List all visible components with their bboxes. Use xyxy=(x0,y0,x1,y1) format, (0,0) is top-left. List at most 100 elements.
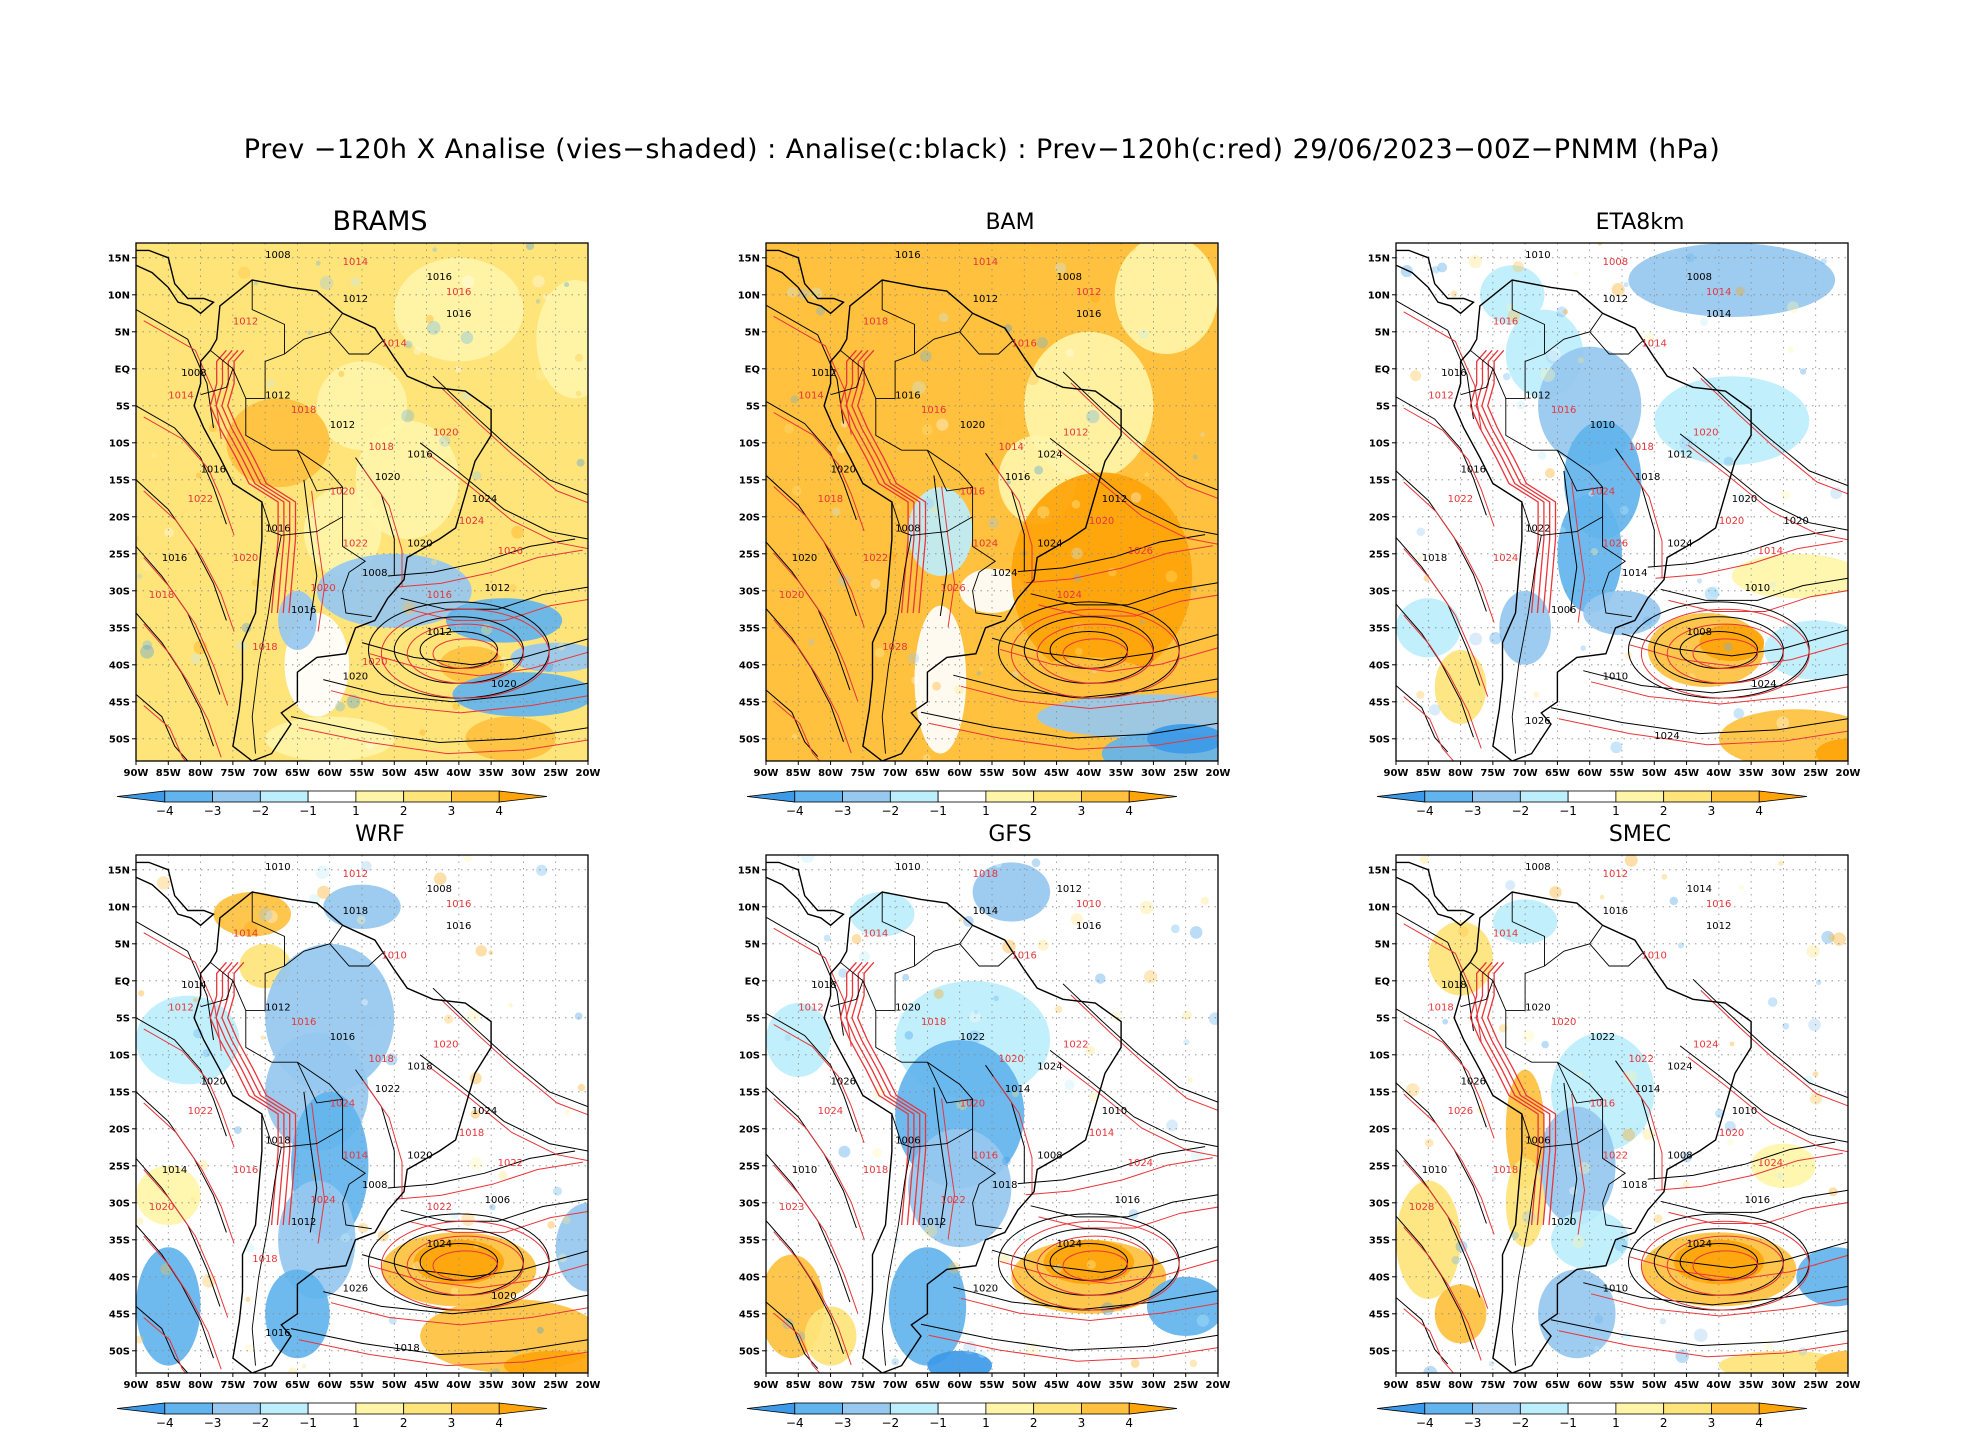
analysis-isobar xyxy=(1647,1141,1836,1180)
bias-speckle xyxy=(1489,631,1502,645)
bias-speckle xyxy=(1175,962,1183,971)
map-field: 1016 1008 1012 1016 1012 1016 1020 1024 1020 1016… xyxy=(766,243,1218,761)
bias-speckle xyxy=(258,907,273,922)
lat-tick-label: 10N xyxy=(1368,902,1390,913)
country-border xyxy=(210,349,247,399)
isobar-label-analysis: 1020 xyxy=(1783,516,1808,527)
isobar-label-analysis: 1010 xyxy=(895,862,920,873)
lat-tick-label: EQ xyxy=(115,364,130,375)
isobar-label-forecast: 1016 xyxy=(1493,316,1518,327)
coastline-central-america xyxy=(136,249,215,315)
bias-speckle xyxy=(1417,556,1423,562)
bias-speckle xyxy=(1723,456,1734,467)
bias-speckle xyxy=(1037,506,1050,519)
colorbar-tick-label: −3 xyxy=(1464,804,1482,818)
forecast-isobar xyxy=(298,727,588,755)
bias-speckle xyxy=(253,576,266,589)
colorbar-segment xyxy=(937,790,987,803)
country-border xyxy=(1470,961,1507,1011)
bias-speckle xyxy=(1624,855,1638,867)
bias-speckle xyxy=(1455,1240,1468,1253)
bias-speckle xyxy=(1196,1314,1210,1327)
colorbar-segment xyxy=(937,1402,987,1415)
isobar-label-forecast: 1014 xyxy=(798,390,823,401)
forecast-isobar xyxy=(1487,349,1557,614)
bias-speckle xyxy=(994,860,1002,868)
bias-speckle xyxy=(1071,547,1083,560)
colorbar-arrow-low xyxy=(746,790,796,803)
forecast-isobar xyxy=(1558,718,1848,746)
colorbar-tick-label: 2 xyxy=(1030,804,1038,818)
lat-tick-label: 20S xyxy=(739,1124,760,1135)
bias-speckle xyxy=(838,1145,851,1158)
lat-tick-label: 10S xyxy=(1369,1050,1390,1061)
bias-speckle xyxy=(553,1186,562,1196)
forecast-isobar xyxy=(1403,1308,1455,1373)
analysis-isobar xyxy=(419,1054,588,1152)
bias-speckle xyxy=(1562,309,1569,315)
isobar-label-analysis: 1024 xyxy=(992,568,1017,579)
bias-speckle xyxy=(443,1309,456,1323)
bias-speckle xyxy=(979,666,984,672)
lat-tick-label: 10N xyxy=(1368,290,1390,301)
bias-speckle xyxy=(443,457,452,466)
bias-speckle xyxy=(1682,1180,1690,1188)
colorbar-arrow-high xyxy=(1128,790,1178,803)
country-border xyxy=(840,349,877,399)
bias-speckle xyxy=(426,320,441,335)
isobar-label-analysis: 1016 xyxy=(162,553,187,564)
isobar-label-forecast: 1020 xyxy=(998,1054,1023,1065)
forecast-isobar xyxy=(1038,1206,1218,1229)
lon-tick-label: 20W xyxy=(1836,1380,1861,1391)
bias-speckle xyxy=(1809,1092,1823,1105)
isobar-label-forecast: 1024 xyxy=(459,516,484,527)
lat-tick-label: 5S xyxy=(116,1013,130,1024)
bias-region xyxy=(1538,1106,1616,1225)
bias-speckle xyxy=(136,573,143,579)
bias-speckle xyxy=(1677,942,1685,949)
bias-speckle xyxy=(784,1034,791,1041)
bias-speckle xyxy=(1812,1071,1819,1077)
colorbar-segment xyxy=(842,1402,891,1415)
panel-bam: BAM 1016 1008 1012 1016 1012 1016 1020 1024 1020… xyxy=(730,210,1290,820)
isobar-label-analysis: 1012 xyxy=(1057,884,1082,895)
lat-tick-label: 10S xyxy=(739,438,760,449)
bias-speckle xyxy=(1622,1128,1635,1142)
analysis-isobar xyxy=(1396,396,1487,516)
lon-tick-label: 20W xyxy=(1836,768,1861,779)
forecast-isobar xyxy=(1692,638,1759,670)
isobar-label-analysis: 1020 xyxy=(1551,1217,1576,1228)
lat-tick-label: 15N xyxy=(108,865,130,876)
isobar-label-analysis: 1024 xyxy=(1057,1239,1082,1250)
bias-speckle xyxy=(1070,913,1083,926)
forecast-isobar xyxy=(143,1102,235,1244)
isobar-label-analysis: 1012 xyxy=(265,1002,290,1013)
isobar-label-analysis: 1018 xyxy=(1441,980,1466,991)
colorbar-segment xyxy=(307,790,357,803)
isobar-label-analysis: 1010 xyxy=(1732,1106,1757,1117)
bias-speckle xyxy=(1189,1359,1198,1368)
isobar-label-forecast: 1026 xyxy=(940,583,965,594)
forecast-isobar xyxy=(1666,623,1784,684)
lon-tick-label: 50W xyxy=(1012,768,1037,779)
bias-region xyxy=(1628,243,1836,317)
bias-speckle xyxy=(1419,855,1429,865)
colorbar-arrow-low xyxy=(116,1402,166,1415)
forecast-isobar xyxy=(1070,994,1218,1111)
bias-speckle xyxy=(1765,1342,1773,1350)
isobar-label-forecast: 1018 xyxy=(973,869,998,880)
bias-speckle xyxy=(338,370,345,378)
bias-speckle xyxy=(891,1358,899,1366)
lon-tick-label: 30W xyxy=(1141,1380,1166,1391)
forecast-isobar xyxy=(857,961,927,1226)
bias-speckle xyxy=(1086,1260,1096,1270)
bias-speckle xyxy=(1770,581,1777,588)
bias-speckle xyxy=(346,694,361,709)
isobar-label-analysis: 1020 xyxy=(831,464,856,475)
bias-speckle xyxy=(450,1211,459,1220)
bias-speckle xyxy=(1577,357,1584,364)
forecast-isobar xyxy=(1655,540,1843,579)
analysis-isobar xyxy=(933,475,948,617)
colorbar-segment xyxy=(794,790,843,803)
lon-tick-label: 70W xyxy=(1513,1380,1538,1391)
